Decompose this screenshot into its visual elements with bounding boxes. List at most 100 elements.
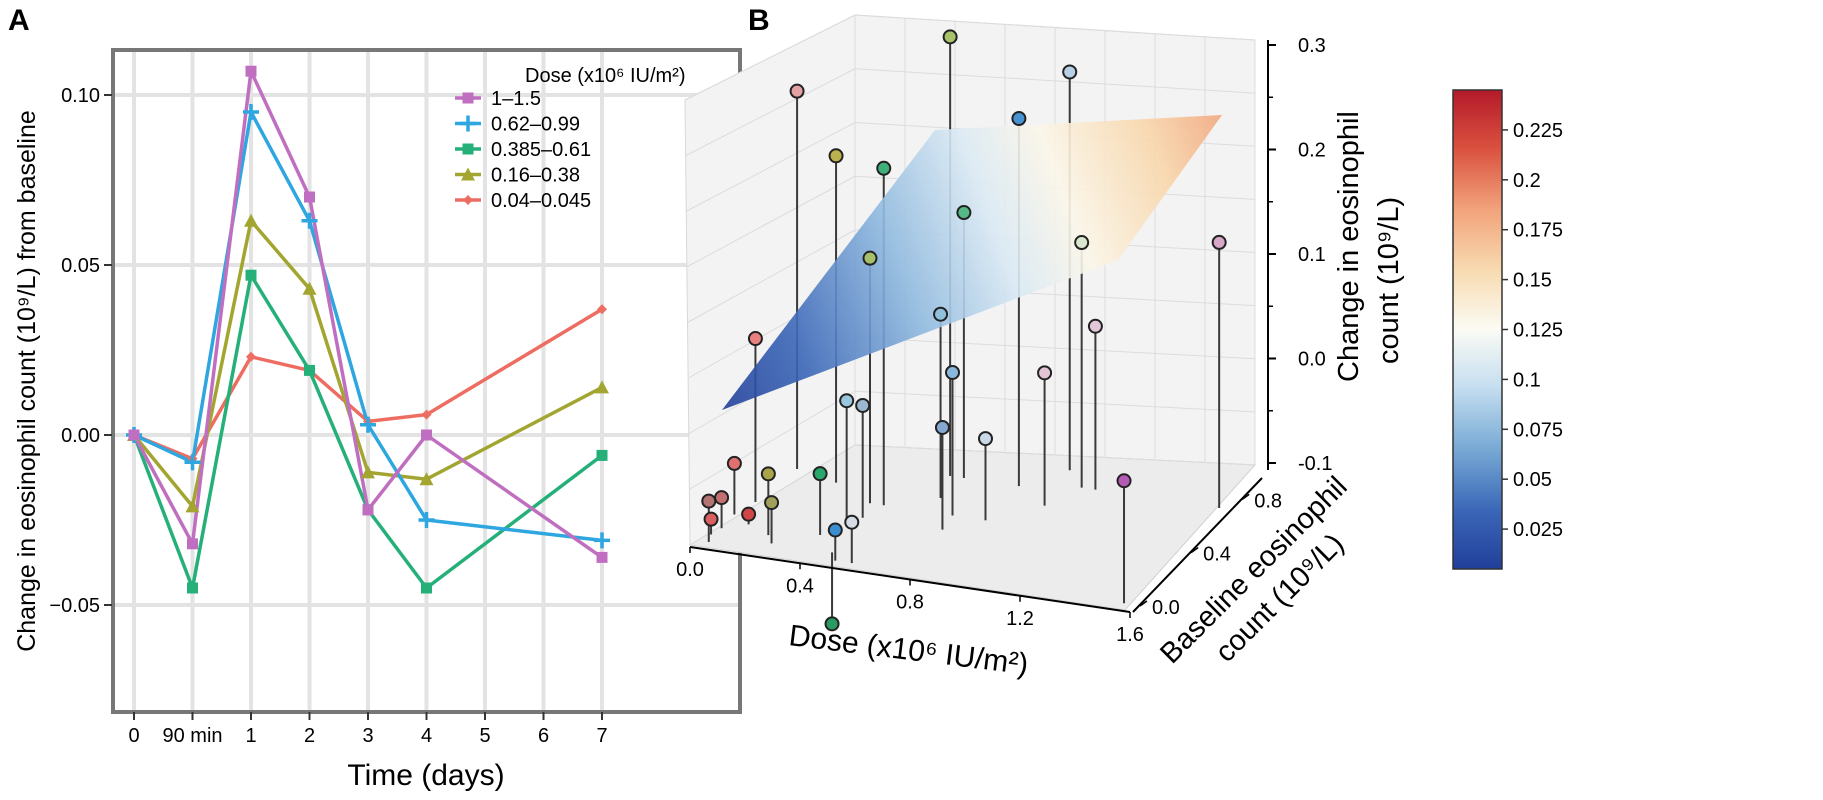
panel-label-a: A xyxy=(8,4,30,37)
y-axis-label-a: Change in eosinophil count (10⁹/L) from … xyxy=(13,110,41,652)
x-axis-label-b: Dose (x10⁶ IU/m²) xyxy=(787,619,1030,681)
x-tick-label: 0 xyxy=(128,725,139,747)
x-axis-ticks-a: 0 90 min 1 2 3 4 5 6 7 xyxy=(128,712,608,747)
colorbar-tick-label: 0.15 xyxy=(1513,270,1552,292)
data-point xyxy=(243,104,259,120)
colorbar-ticks: 0.025 0.05 0.075 0.1 0.125 0.15 0.175 0.2 0.225 xyxy=(1502,120,1563,541)
data-point xyxy=(418,512,435,528)
colorbar-tick-label: 0.175 xyxy=(1513,220,1563,242)
x-tick-label-b: 1.2 xyxy=(1006,608,1034,630)
left-wall-gridline xyxy=(684,14,856,101)
legend-swatch-marker xyxy=(462,143,474,155)
z-tick-label-b: 0.3 xyxy=(1298,35,1326,57)
scatter-point xyxy=(714,490,730,506)
data-point xyxy=(360,416,376,433)
legend-swatch-marker xyxy=(463,195,473,205)
colorbar xyxy=(1452,89,1503,570)
x-tick-label: 4 xyxy=(421,725,432,747)
data-point xyxy=(185,499,200,513)
data-point xyxy=(596,449,608,461)
scatter-point xyxy=(703,511,719,527)
x-tick-label: 6 xyxy=(538,725,549,747)
data-point xyxy=(187,538,198,550)
data-point xyxy=(362,504,374,516)
data-point xyxy=(244,213,258,227)
data-point xyxy=(246,351,256,362)
data-point xyxy=(245,269,257,281)
back-wall-gridline xyxy=(854,337,1256,360)
back-wall-gridline xyxy=(854,390,1256,413)
scatter-point xyxy=(1062,64,1078,80)
scatter-point xyxy=(812,466,828,482)
y-tick-label: 0.10 xyxy=(61,85,100,107)
data-point xyxy=(302,281,317,295)
left-wall-gridline xyxy=(689,390,856,490)
panel-a-line-chart: −0.05 0.00 0.05 0.10 0 90 min 1 2 3 4 5 6 7 Time (d… xyxy=(13,48,742,792)
colorbar-tick-label: 0.025 xyxy=(1513,519,1563,541)
scatter-point xyxy=(876,160,892,176)
x-tick-label: 2 xyxy=(304,725,315,747)
scatter-point xyxy=(978,431,993,447)
left-wall-gridline xyxy=(686,122,856,212)
data-point xyxy=(421,409,432,420)
left-wall-gridline xyxy=(685,68,856,157)
left-wall-gridline xyxy=(689,444,856,546)
legend-title-a: Dose (x10⁶ IU/m²) xyxy=(525,65,685,87)
scatter-point xyxy=(844,514,860,530)
data-point xyxy=(594,532,610,549)
y-axis-line-b xyxy=(1132,477,1263,613)
z-tick-label-b: 0.1 xyxy=(1298,244,1326,266)
y-tick-label: −0.05 xyxy=(49,595,100,617)
y-tick-mark-b xyxy=(1190,547,1199,554)
scatter-point xyxy=(701,493,717,509)
data-point xyxy=(361,465,375,479)
scatter-point xyxy=(1074,235,1090,251)
x-axis-label-a: Time (days) xyxy=(347,759,504,792)
data-point xyxy=(421,582,432,594)
data-point xyxy=(304,364,315,376)
z-axis-label-b-line1: Change in eosinophil xyxy=(1333,111,1365,382)
scatter-point xyxy=(764,495,780,511)
colorbar-tick-label: 0.2 xyxy=(1513,170,1541,192)
scatter-point xyxy=(1211,234,1227,250)
scatter-point xyxy=(855,397,871,413)
y-tick-label: 0.00 xyxy=(61,425,100,447)
data-point xyxy=(595,380,609,394)
scatter-point xyxy=(933,306,949,322)
y-tick-label: 0.05 xyxy=(61,255,100,277)
scatter-point xyxy=(824,616,840,632)
data-point xyxy=(596,551,608,563)
scatter-point xyxy=(741,506,757,522)
scatter-point xyxy=(747,331,763,347)
back-wall-gridline xyxy=(854,444,1256,466)
scatter-point xyxy=(1011,111,1027,127)
colorbar-tick-label: 0.075 xyxy=(1513,419,1563,441)
data-point xyxy=(187,582,198,594)
x-tick-label-b: 0.4 xyxy=(786,575,814,597)
data-point xyxy=(128,429,140,441)
data-point xyxy=(421,429,432,441)
scatter-point xyxy=(945,364,960,380)
scatter-point xyxy=(828,148,844,164)
points xyxy=(701,29,1227,632)
z-tick-label-b: -0.1 xyxy=(1298,453,1332,475)
x-tick-label-b: 0.8 xyxy=(896,592,924,614)
left-wall-gridline xyxy=(687,229,856,323)
z-tick-label-b: 0.2 xyxy=(1298,140,1326,162)
scatter-point xyxy=(827,522,843,538)
data-point xyxy=(184,454,201,471)
axis-ticks-b: 0.0 0.4 0.8 1.2 1.6 0.0 0.4 0.8 -0.1 0.0 0.1 0.2 0.3 xyxy=(676,35,1332,646)
scatter-point xyxy=(726,455,742,471)
z-axis-label-b: Change in eosinophil count (10⁹/L) xyxy=(1333,111,1405,382)
x-tick-label: 1 xyxy=(245,725,256,747)
scatter-point xyxy=(1037,365,1053,381)
colorbar-tick-label: 0.125 xyxy=(1513,320,1563,342)
y-tick-label-b: 0.4 xyxy=(1203,544,1231,566)
legend-a: Dose (x10⁶ IU/m²) 1–1.5 0.62–0.99 0.385–0.… xyxy=(455,65,685,212)
y-tick-label-b: 0.8 xyxy=(1254,490,1282,512)
x-tick-label: 90 min xyxy=(162,725,222,747)
scatter-point xyxy=(942,29,958,45)
legend-swatch-marker xyxy=(462,92,474,104)
legend-swatch-marker xyxy=(461,167,475,181)
fitted-surface xyxy=(722,115,1222,410)
